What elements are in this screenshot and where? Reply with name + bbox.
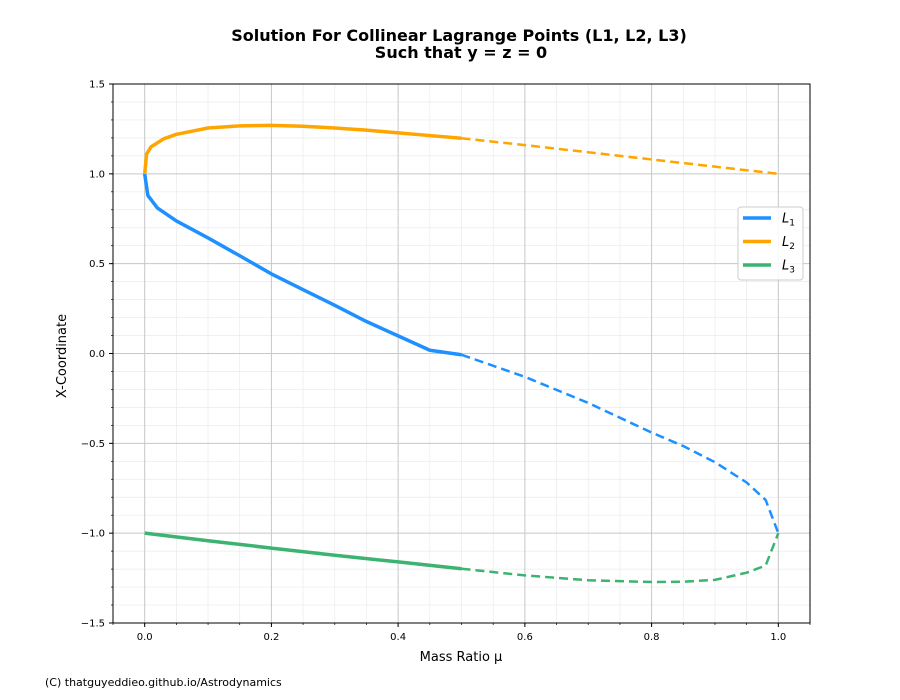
y-tick-label: 0.0: [89, 349, 105, 360]
y-axis-label: X-Coordinate: [55, 314, 70, 398]
credit-text: (C) thatguyeddieo.github.io/Astrodynamic…: [45, 676, 282, 689]
legend-label-subscript: 3: [789, 266, 795, 276]
grid: [112, 83, 811, 624]
legend-label-subscript: 2: [789, 242, 795, 252]
y-tick-label: −0.5: [81, 439, 105, 450]
legend-label-subscript: 1: [789, 219, 795, 229]
x-tick-label: 0.2: [263, 632, 279, 643]
y-tick-label: −1.0: [81, 529, 105, 540]
chart-title-line-2: Such that y = z = 0: [375, 43, 547, 62]
series-L3-solid-line: [144, 531, 462, 571]
series-L1-solid-line: [142, 173, 462, 357]
legend-box: [737, 206, 804, 281]
plot-area: [142, 123, 780, 584]
series-L2-dashed-line: [461, 137, 779, 176]
y-tick-label: 0.5: [89, 259, 105, 270]
series-L3-dashed-line: [461, 532, 780, 584]
series-L1-dashed-line: [461, 353, 780, 534]
x-tick-label: 0.6: [517, 632, 533, 643]
x-tick-label: 1.0: [770, 632, 786, 643]
y-tick-label: 1.0: [89, 169, 105, 180]
chart-title-line-1: Solution For Collinear Lagrange Points (…: [231, 26, 687, 45]
y-tick-label: −1.5: [81, 619, 105, 630]
x-tick-label: 0.8: [644, 632, 660, 643]
y-tick-label: 1.5: [89, 80, 105, 91]
series-L2-solid-line: [142, 123, 462, 174]
x-axis-label: Mass Ratio μ: [420, 650, 503, 665]
ticks: 0.0 0.2 0.4 0.6 0.8 1.0 −1.5 −1.0 −0.5 0.0 0.5 1.0 1…: [81, 80, 811, 643]
x-tick-label: 0.0: [137, 632, 153, 643]
x-tick-label: 0.4: [390, 632, 406, 643]
